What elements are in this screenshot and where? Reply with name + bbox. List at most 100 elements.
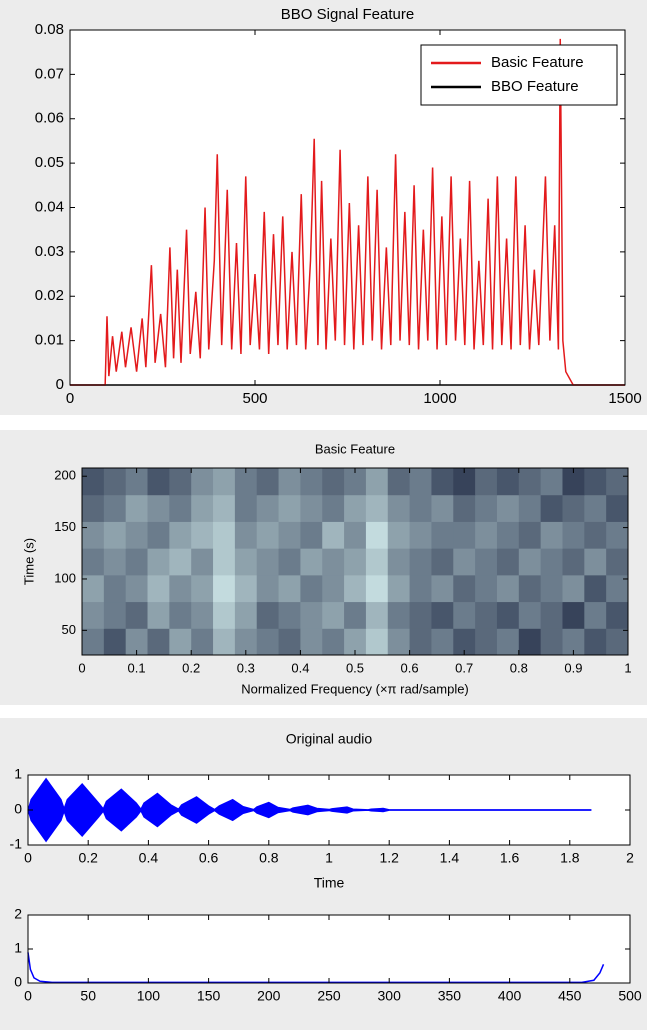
heatmap-cell bbox=[431, 628, 454, 656]
x-tick-label: 0.4 bbox=[291, 660, 309, 675]
legend-box bbox=[420, 44, 618, 106]
heatmap-cell bbox=[387, 548, 411, 576]
y-tick-label: 1 bbox=[14, 766, 22, 782]
x-tick-label: 400 bbox=[498, 988, 522, 1004]
heatmap-cell bbox=[431, 574, 454, 603]
heatmap-cell bbox=[147, 521, 170, 549]
y-axis-label: Time (s) bbox=[21, 538, 36, 585]
heatmap-cell bbox=[475, 601, 498, 629]
y-tick-label: 0.02 bbox=[35, 287, 64, 304]
heatmap-cell bbox=[606, 628, 629, 656]
x-tick-label: 250 bbox=[317, 988, 341, 1004]
heatmap-cell bbox=[125, 521, 149, 549]
x-tick-label: 0.3 bbox=[237, 660, 255, 675]
heatmap-cell bbox=[475, 468, 498, 496]
heatmap-cell bbox=[540, 574, 563, 603]
heatmap-cell bbox=[82, 574, 105, 603]
y-tick-label: 0.01 bbox=[35, 332, 64, 349]
x-tick-label: 0.9 bbox=[564, 660, 582, 675]
heatmap-cell bbox=[365, 574, 389, 603]
heatmap-cell bbox=[82, 628, 105, 656]
heatmap-cell bbox=[191, 601, 214, 629]
heatmap-cell bbox=[82, 468, 105, 496]
heatmap-cell bbox=[409, 494, 432, 522]
heatmap-cell bbox=[606, 574, 629, 603]
heatmap-cell bbox=[213, 494, 236, 522]
heatmap-cell bbox=[475, 548, 498, 576]
heatmap-cell bbox=[496, 628, 520, 656]
x-tick-label: 1 bbox=[325, 850, 333, 866]
heatmap-cell bbox=[540, 628, 563, 656]
heatmap-cell bbox=[234, 521, 258, 549]
heatmap-cell bbox=[300, 574, 323, 603]
heatmap-cell bbox=[278, 494, 301, 522]
chart-title: Original audio bbox=[286, 731, 373, 747]
x-tick-label: 1 bbox=[624, 660, 631, 675]
heatmap-cell bbox=[103, 468, 127, 496]
heatmap-cell bbox=[278, 601, 301, 629]
heatmap-cell bbox=[518, 468, 542, 496]
y-tick-label: -1 bbox=[10, 836, 23, 852]
heatmap-cell bbox=[322, 628, 345, 656]
y-tick-label: 0 bbox=[56, 376, 64, 393]
x-tick-label: 0.8 bbox=[510, 660, 528, 675]
heatmap-cell bbox=[540, 468, 563, 496]
heatmap-cell bbox=[540, 548, 563, 576]
heatmap-cell bbox=[300, 601, 323, 629]
heatmap-cell bbox=[584, 574, 607, 603]
heatmap-cell bbox=[496, 494, 520, 522]
heatmap-cell bbox=[540, 521, 563, 549]
heatmap-cell bbox=[584, 628, 607, 656]
x-tick-label: 200 bbox=[257, 988, 281, 1004]
heatmap-cell bbox=[365, 468, 389, 496]
heatmap-cell bbox=[518, 574, 542, 603]
heatmap-cell bbox=[169, 521, 192, 549]
x-tick-label: 500 bbox=[242, 390, 267, 407]
heatmap-cell bbox=[387, 628, 411, 656]
heatmap-cell bbox=[475, 521, 498, 549]
heatmap-cell bbox=[103, 601, 127, 629]
heatmap-cell bbox=[278, 628, 301, 656]
heatmap-cell bbox=[125, 601, 149, 629]
y-tick-label: 0.05 bbox=[35, 154, 64, 171]
x-tick-label: 300 bbox=[378, 988, 402, 1004]
heatmap-cell bbox=[278, 521, 301, 549]
heatmap-cell bbox=[518, 601, 542, 629]
heatmap-cell bbox=[387, 468, 411, 496]
heatmap-cell bbox=[409, 574, 432, 603]
heatmap-cell bbox=[365, 521, 389, 549]
heatmap-cell bbox=[409, 548, 432, 576]
x-tick-label: 0.5 bbox=[346, 660, 364, 675]
x-tick-label: 50 bbox=[80, 988, 96, 1004]
heatmap-cell bbox=[300, 548, 323, 576]
signal-area bbox=[27, 809, 592, 843]
heatmap-cell bbox=[169, 601, 192, 629]
heatmap-cell bbox=[234, 601, 258, 629]
heatmap-cell bbox=[103, 521, 127, 549]
heatmap-cell bbox=[475, 494, 498, 522]
x-tick-label: 0.4 bbox=[139, 850, 159, 866]
y-tick-label: 150 bbox=[54, 519, 76, 534]
x-tick-label: 500 bbox=[618, 988, 642, 1004]
heatmap-cell bbox=[475, 574, 498, 603]
heatmap-cell bbox=[496, 521, 520, 549]
heatmap-cell bbox=[322, 601, 345, 629]
heatmap-cell bbox=[475, 628, 498, 656]
x-tick-label: 100 bbox=[137, 988, 161, 1004]
x-tick-label: 0 bbox=[24, 850, 32, 866]
heatmap-cell bbox=[409, 601, 432, 629]
heatmap-cell bbox=[562, 521, 585, 549]
heatmap-cell bbox=[147, 574, 170, 603]
heatmap-cell bbox=[562, 548, 585, 576]
heatmap-cell bbox=[82, 601, 105, 629]
heatmap-cell bbox=[431, 548, 454, 576]
heatmap-cell bbox=[256, 601, 280, 629]
heatmap-cell bbox=[213, 521, 236, 549]
heatmap-cell bbox=[496, 548, 520, 576]
heatmap-cell bbox=[213, 548, 236, 576]
heatmap-cell bbox=[169, 494, 192, 522]
heatmap-cell bbox=[409, 628, 432, 656]
signal-area bbox=[27, 777, 592, 811]
heatmap-cell bbox=[518, 548, 542, 576]
heatmap-cell bbox=[453, 494, 476, 522]
